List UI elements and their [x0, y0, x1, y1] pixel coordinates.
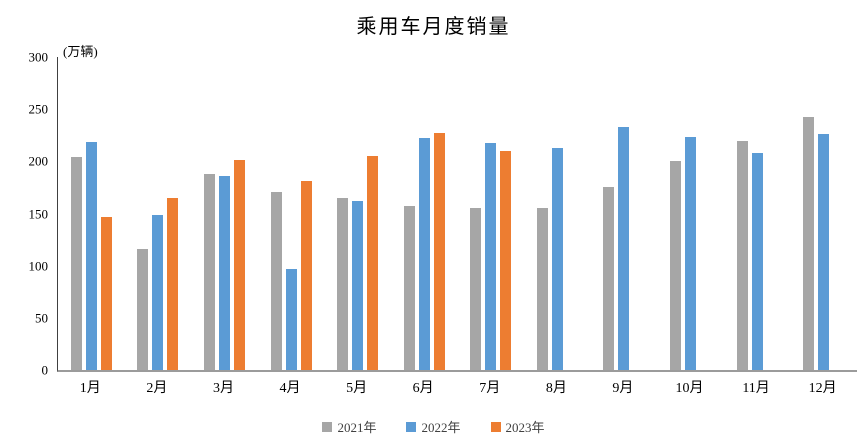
bar-2022年-2月	[152, 214, 164, 370]
bar-2022年-3月	[218, 175, 230, 370]
bar-2022年-5月	[352, 200, 364, 370]
x-axis-label-7月: 7月	[479, 381, 501, 396]
bar-2021年-3月	[203, 174, 215, 370]
bar-2023年-1月	[100, 216, 112, 370]
legend-item-2023年: 2023年	[490, 417, 545, 436]
chart-title: 乘用车月度销量	[356, 16, 511, 38]
bar-group-8月	[524, 57, 591, 370]
x-axis-label-4月: 4月	[279, 381, 301, 396]
y-tick-label: 50	[35, 310, 48, 326]
y-axis-tick-labels: 0 50 100 150 200 250 300	[0, 51, 49, 377]
x-axis-label-6月: 6月	[412, 381, 434, 396]
legend-swatch-icon	[322, 421, 333, 432]
bar-2021年-7月	[470, 208, 482, 370]
bar-2021年-2月	[137, 249, 149, 370]
bar-2023年-4月	[300, 181, 312, 370]
bar-2022年-4月	[285, 269, 297, 370]
bar-2021年-4月	[270, 192, 282, 370]
y-tick-label: 0	[41, 362, 49, 378]
bar-2021年-5月	[337, 198, 349, 370]
bar-2022年-8月	[551, 148, 563, 370]
y-tick-label: 200	[28, 153, 49, 169]
legend: 2021年 2022年 2023年	[0, 417, 867, 436]
x-axis-labels: 1月 2月 3月 4月 5月 6月 7月 8月 9月 10月 11月 12月	[57, 377, 856, 397]
bar-group-5月	[324, 57, 391, 370]
bar-2022年-12月	[818, 133, 830, 370]
legend-label: 2023年	[505, 420, 545, 435]
y-tick-label: 250	[28, 101, 49, 117]
bar-group-2月	[125, 57, 192, 370]
bar-2023年-3月	[233, 159, 245, 370]
bar-2021年-9月	[603, 187, 615, 370]
x-axis-label-12月: 12月	[808, 381, 837, 396]
y-tick-label: 150	[28, 206, 49, 221]
bar-group-10月	[657, 57, 724, 370]
legend-swatch-icon	[406, 421, 417, 432]
legend-item-2022年: 2022年	[406, 417, 461, 436]
legend-item-2021年: 2021年	[322, 417, 376, 436]
bar-group-11月	[724, 57, 791, 370]
bar-2022年-9月	[618, 126, 630, 370]
x-axis-label-1月: 1月	[79, 381, 101, 396]
bar-2021年-8月	[536, 208, 548, 370]
bar-group-3月	[191, 57, 258, 370]
y-tick-label: 100	[28, 258, 49, 274]
x-axis-label-10月: 10月	[675, 381, 704, 396]
x-axis-label-5月: 5月	[346, 381, 368, 396]
bar-group-1月	[58, 57, 125, 370]
bar-2022年-11月	[751, 153, 763, 370]
bar-2022年-10月	[685, 137, 697, 370]
bar-group-6月	[391, 57, 458, 370]
bar-2021年-12月	[803, 117, 815, 370]
x-axis-label-8月: 8月	[545, 381, 567, 396]
x-axis-label-3月: 3月	[212, 381, 234, 396]
legend-swatch-icon	[490, 421, 501, 432]
bar-group-12月	[790, 57, 857, 370]
bar-2022年-1月	[85, 141, 97, 370]
y-tick-label: 300	[28, 49, 49, 65]
legend-label: 2022年	[421, 420, 461, 435]
plot-area	[57, 57, 857, 372]
bar-2021年-11月	[736, 141, 748, 370]
x-axis-label-9月: 9月	[612, 381, 634, 396]
x-axis-label-2月: 2月	[146, 381, 168, 396]
y-axis-unit-label: (万辆)	[63, 44, 98, 59]
x-axis-label-11月: 11月	[742, 381, 770, 396]
bar-group-7月	[458, 57, 525, 370]
bar-2022年-7月	[485, 143, 497, 370]
bar-2021年-10月	[670, 160, 682, 370]
bar-2023年-2月	[167, 197, 179, 370]
bar-2023年-6月	[433, 133, 445, 370]
bar-2023年-7月	[500, 150, 512, 370]
bar-group-4月	[258, 57, 325, 370]
legend-label: 2021年	[337, 420, 377, 435]
bar-group-9月	[591, 57, 658, 370]
bar-2022年-6月	[418, 138, 430, 370]
bar-2023年-5月	[367, 156, 379, 370]
bar-2021年-1月	[70, 156, 82, 370]
bar-2021年-6月	[403, 206, 415, 370]
